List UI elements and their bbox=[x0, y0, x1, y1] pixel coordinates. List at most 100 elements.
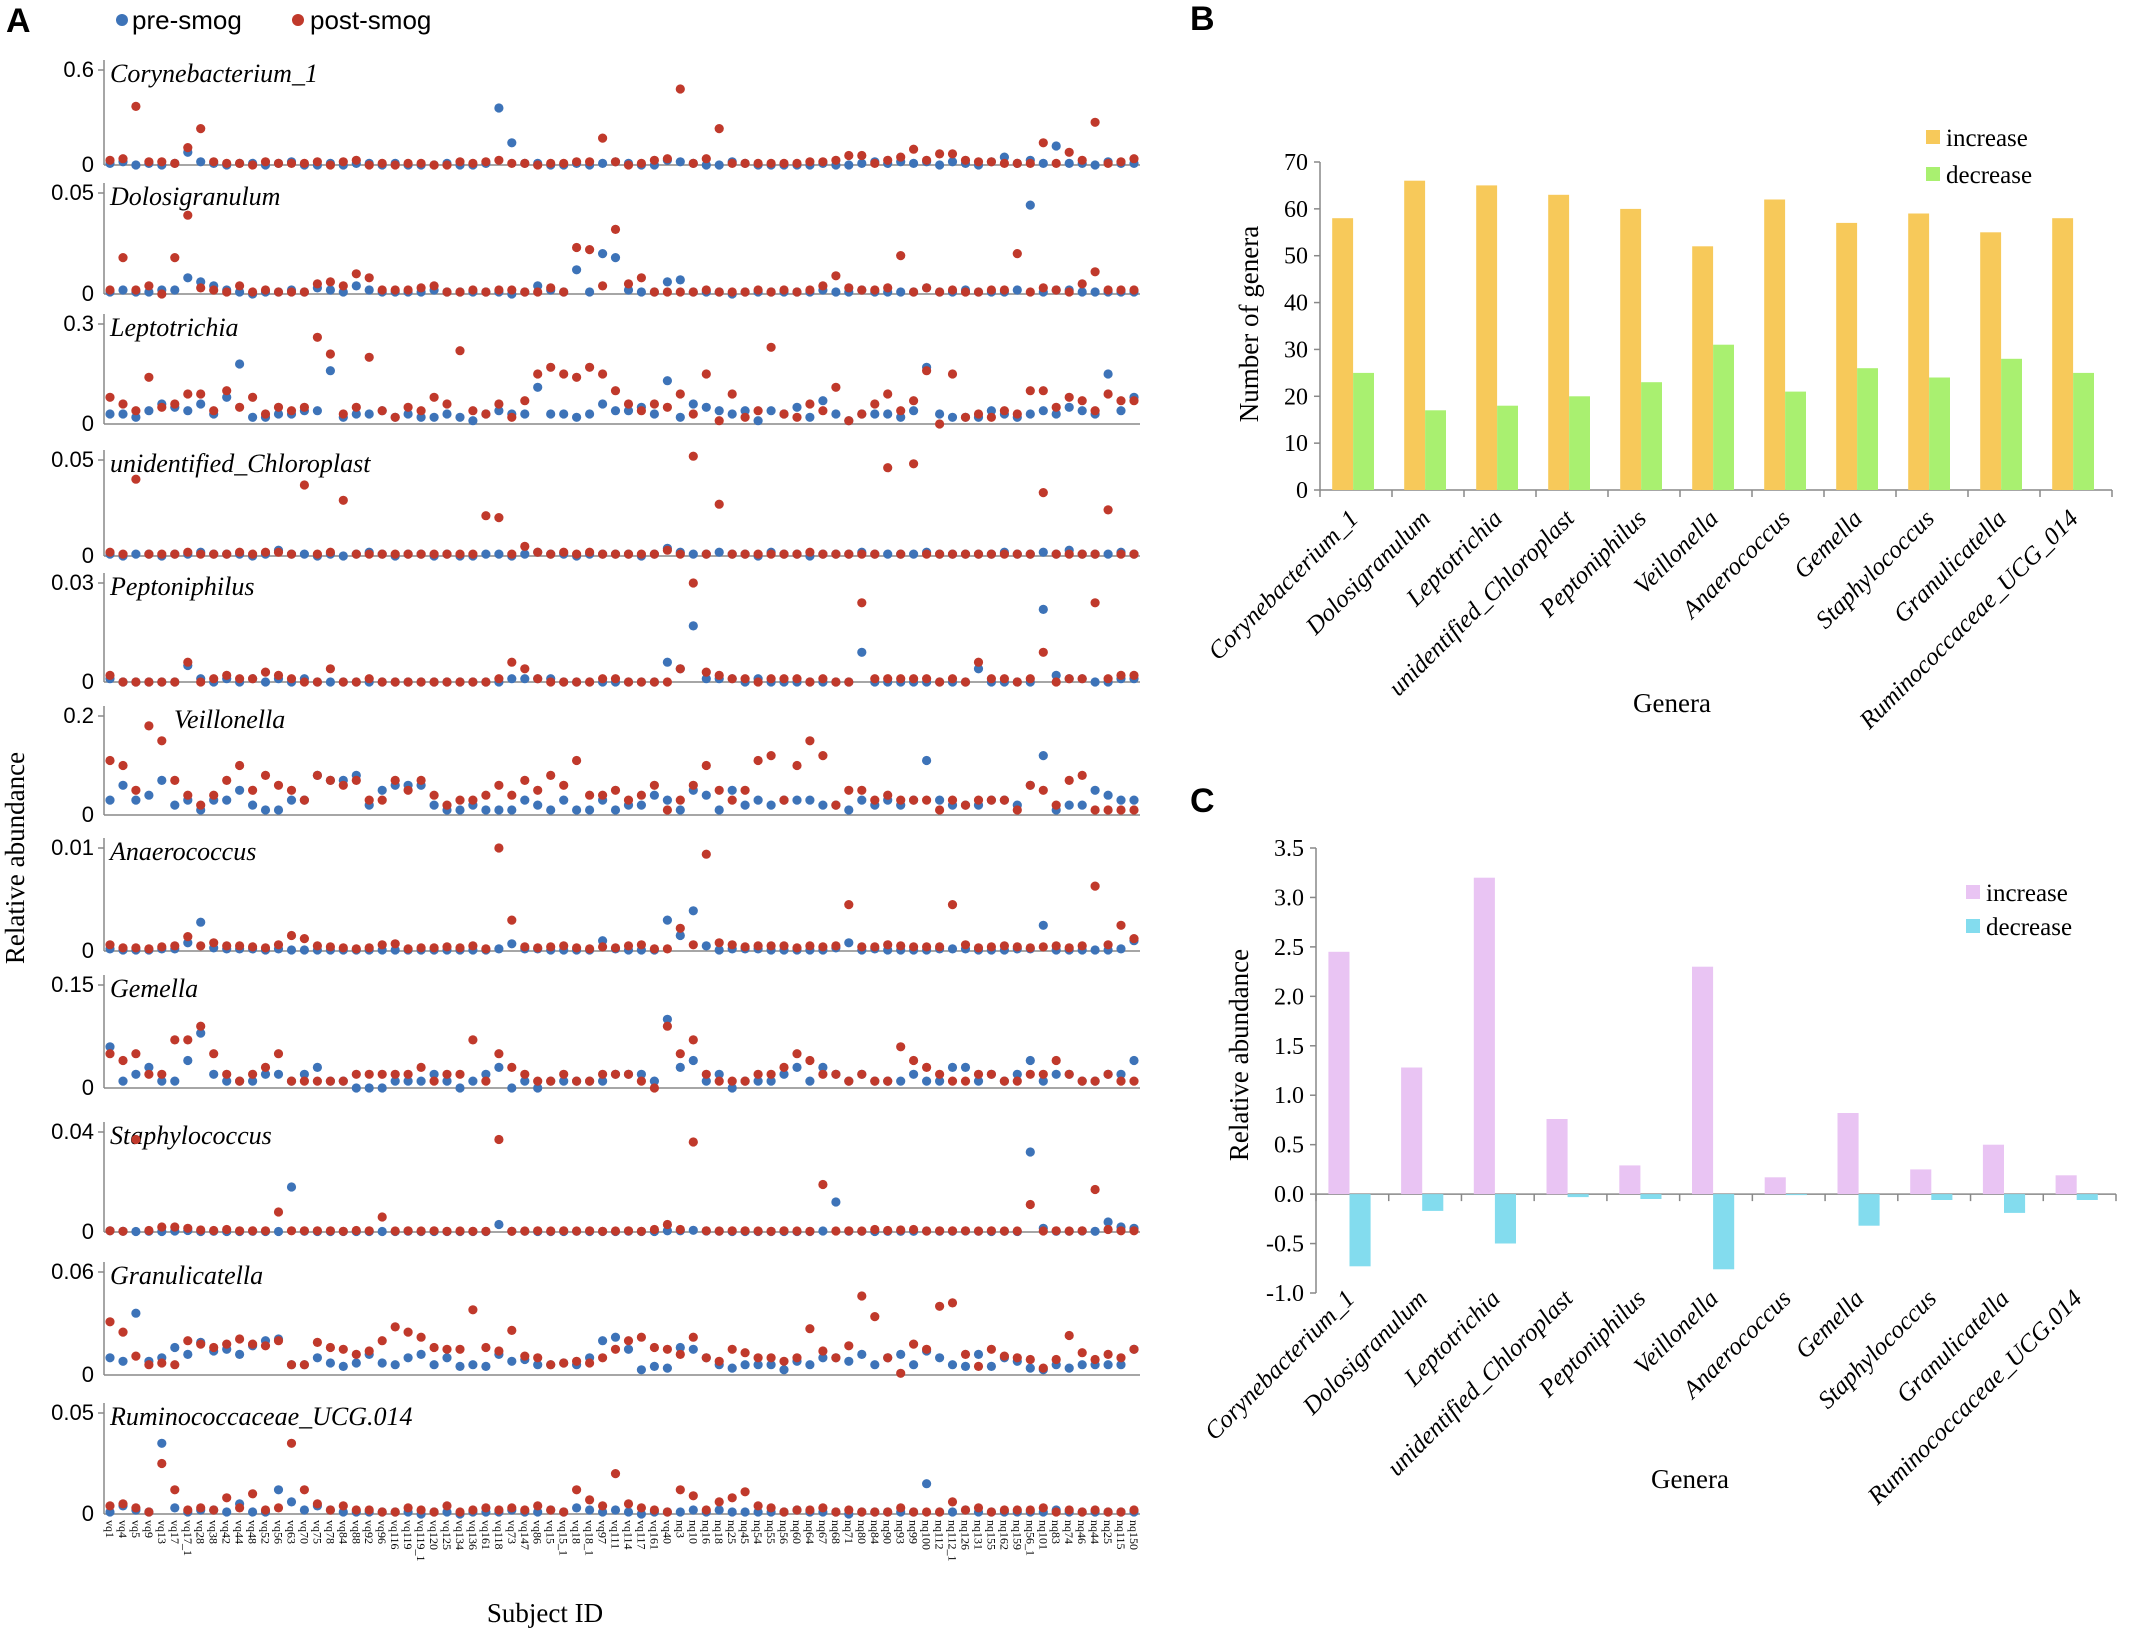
post-smog-point bbox=[351, 1349, 361, 1359]
y-tick-label: 0 bbox=[82, 411, 94, 436]
panel-a-xlabel: Subject ID bbox=[487, 1598, 603, 1628]
post-smog-point bbox=[429, 1507, 439, 1517]
legend-post-marker bbox=[292, 14, 304, 26]
post-smog-point bbox=[986, 674, 997, 684]
post-smog-point bbox=[105, 1317, 115, 1327]
post-smog-point bbox=[390, 549, 400, 559]
y-tick-label: 0 bbox=[82, 669, 94, 694]
post-smog-point bbox=[364, 1505, 374, 1515]
pre-smog-point bbox=[766, 800, 776, 810]
pre-smog-point bbox=[260, 1069, 271, 1079]
post-smog-point bbox=[1077, 396, 1087, 406]
c-legend-decrease-swatch bbox=[1966, 919, 1980, 933]
post-smog-point bbox=[196, 1021, 206, 1031]
post-smog-point bbox=[559, 287, 569, 297]
bar-increase bbox=[1837, 1113, 1859, 1195]
post-smog-point bbox=[286, 674, 297, 684]
post-smog-point bbox=[533, 943, 543, 953]
bar-increase bbox=[1908, 213, 1930, 490]
pre-smog-point bbox=[572, 805, 582, 815]
y-tick-label: 0 bbox=[82, 543, 94, 568]
post-smog-point bbox=[844, 1076, 854, 1086]
post-smog-point bbox=[1012, 1226, 1022, 1236]
post-smog-point bbox=[455, 549, 465, 559]
pre-smog-point bbox=[973, 1076, 984, 1086]
post-smog-point bbox=[1090, 1354, 1100, 1365]
post-smog-point bbox=[688, 409, 698, 419]
post-smog-point bbox=[235, 1334, 245, 1344]
bar-decrease bbox=[1567, 1194, 1589, 1198]
post-smog-point bbox=[351, 269, 361, 279]
pre-smog-point bbox=[688, 621, 698, 631]
pre-smog-point bbox=[312, 1062, 322, 1072]
pre-smog-point bbox=[468, 1076, 478, 1086]
post-smog-point bbox=[818, 942, 828, 952]
pre-smog-point bbox=[273, 805, 284, 815]
bar-increase bbox=[1476, 185, 1498, 490]
post-smog-point bbox=[935, 942, 945, 952]
post-smog-point bbox=[1051, 941, 1061, 951]
pre-smog-point bbox=[572, 265, 582, 275]
pre-smog-point bbox=[649, 1076, 660, 1086]
post-smog-point bbox=[1051, 285, 1061, 295]
post-smog-point bbox=[662, 402, 673, 412]
post-smog-point bbox=[818, 549, 828, 559]
pre-smog-point bbox=[170, 285, 180, 295]
subject-id-label: nq46 bbox=[1075, 1520, 1089, 1544]
post-smog-point bbox=[1064, 549, 1074, 559]
pre-smog-point bbox=[675, 275, 685, 285]
bar-increase bbox=[1620, 208, 1642, 490]
b-legend-decrease-label: decrease bbox=[1946, 162, 2032, 189]
post-smog-point bbox=[209, 549, 219, 559]
post-smog-point bbox=[429, 1226, 439, 1236]
post-smog-point bbox=[973, 795, 984, 805]
post-smog-point bbox=[1051, 800, 1061, 810]
pre-smog-point bbox=[688, 1225, 698, 1235]
post-smog-point bbox=[675, 389, 685, 399]
post-smog-point bbox=[559, 1069, 569, 1079]
post-smog-point bbox=[546, 1505, 556, 1515]
post-smog-point bbox=[999, 1505, 1010, 1515]
pre-smog-point bbox=[1051, 1069, 1061, 1079]
post-smog-point bbox=[183, 547, 193, 557]
y-tick-label: 0.03 bbox=[51, 570, 94, 595]
bar-increase bbox=[1473, 877, 1495, 1195]
post-smog-point bbox=[766, 674, 776, 684]
post-smog-point bbox=[662, 805, 673, 815]
post-smog-point bbox=[1129, 805, 1139, 815]
post-smog-point bbox=[675, 923, 685, 933]
post-smog-point bbox=[377, 677, 387, 687]
pre-smog-point bbox=[131, 412, 141, 422]
post-smog-point bbox=[572, 1356, 582, 1366]
subject-id-label: nq131 bbox=[972, 1520, 986, 1550]
post-smog-point bbox=[766, 158, 776, 168]
pre-smog-point bbox=[105, 795, 115, 805]
post-smog-point bbox=[909, 1224, 919, 1235]
post-smog-point bbox=[766, 1226, 776, 1236]
post-smog-point bbox=[986, 549, 997, 559]
post-smog-point bbox=[572, 242, 582, 253]
post-smog-point bbox=[610, 1226, 621, 1236]
post-smog-point bbox=[533, 287, 543, 297]
pre-smog-point bbox=[740, 1507, 750, 1517]
post-smog-point bbox=[753, 941, 763, 951]
post-smog-point bbox=[662, 1344, 673, 1354]
y-tick-label: 3.5 bbox=[1274, 836, 1304, 862]
post-smog-point bbox=[688, 578, 698, 588]
post-smog-point bbox=[325, 547, 335, 557]
post-smog-point bbox=[986, 285, 997, 295]
panel-c-bar-chart: -1.0-0.50.00.51.01.52.02.53.03.5Coryneba… bbox=[1200, 836, 2117, 1511]
post-smog-point bbox=[701, 667, 711, 677]
post-smog-point bbox=[299, 158, 309, 168]
post-smog-point bbox=[455, 1226, 465, 1236]
post-smog-point bbox=[572, 755, 582, 766]
post-smog-point bbox=[455, 1507, 465, 1517]
pre-smog-point bbox=[222, 392, 232, 402]
subject-id-label: vq5 bbox=[129, 1520, 143, 1538]
post-smog-point bbox=[377, 1212, 387, 1222]
pre-smog-point bbox=[468, 1360, 478, 1370]
post-smog-point bbox=[209, 1049, 219, 1059]
post-smog-point bbox=[455, 157, 465, 167]
post-smog-point bbox=[338, 157, 348, 167]
